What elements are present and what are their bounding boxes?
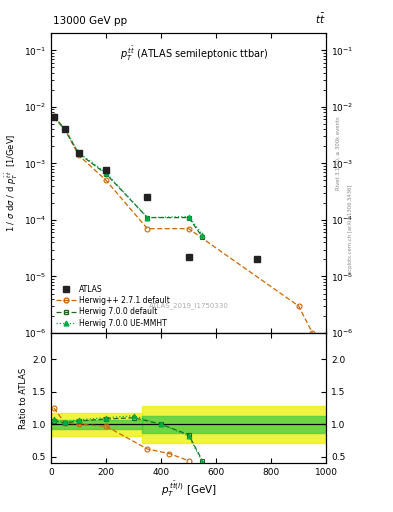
Legend: ATLAS, Herwig++ 2.7.1 default, Herwig 7.0.0 default, Herwig 7.0.0 UE-MMHT: ATLAS, Herwig++ 2.7.1 default, Herwig 7.… bbox=[55, 283, 172, 329]
X-axis label: $p_T^{\,t\bar{t}(l)}$ [GeV]: $p_T^{\,t\bar{t}(l)}$ [GeV] bbox=[161, 480, 217, 499]
Text: $t\bar{t}$: $t\bar{t}$ bbox=[315, 11, 325, 26]
Text: 13000 GeV pp: 13000 GeV pp bbox=[53, 15, 127, 26]
Text: Rivet 3.1.10, ≥ 300k events: Rivet 3.1.10, ≥ 300k events bbox=[336, 117, 341, 190]
Text: $p_T^{\,t\bar{t}}$ (ATLAS semileptonic ttbar): $p_T^{\,t\bar{t}}$ (ATLAS semileptonic t… bbox=[120, 45, 268, 63]
Text: mcplots.cern.ch [arXiv:1306.3436]: mcplots.cern.ch [arXiv:1306.3436] bbox=[348, 185, 353, 276]
Y-axis label: 1 / $\sigma$ d$\sigma$ / d $p_T^{\,\bar{t}\bar{t}}$  [1/GeV]: 1 / $\sigma$ d$\sigma$ / d $p_T^{\,\bar{… bbox=[4, 134, 20, 232]
Text: ATLAS_2019_I1750330: ATLAS_2019_I1750330 bbox=[149, 302, 229, 309]
Y-axis label: Ratio to ATLAS: Ratio to ATLAS bbox=[19, 368, 28, 429]
